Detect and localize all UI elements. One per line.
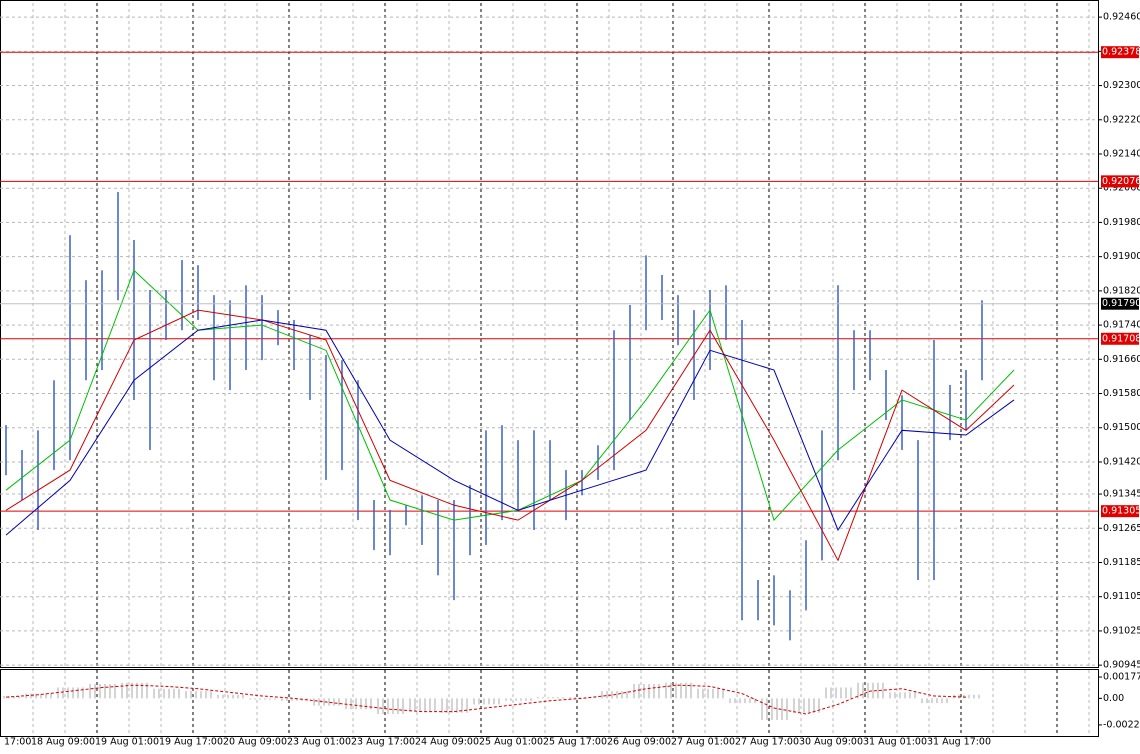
y-tick-label: 0.91580 <box>1103 388 1140 399</box>
y-tick-label: 0.92220 <box>1103 114 1140 125</box>
y-tick-label: -0.00221 <box>1103 719 1140 730</box>
moving-average <box>5 319 1015 536</box>
x-tick-label: 30 Aug 09:00 <box>799 737 863 748</box>
x-tick-label: 31 Aug 01:00 <box>863 737 927 748</box>
level-label: 0.91708 <box>1102 333 1140 344</box>
y-tick-label: 0.92460 <box>1103 12 1140 23</box>
level-label: 0.92378 <box>1102 47 1140 58</box>
y-tick-label: 0.91500 <box>1103 422 1140 433</box>
y-tick-label: 0.91740 <box>1103 320 1140 331</box>
moving-average <box>5 309 1015 562</box>
x-tick-label: 31 Aug 17:00 <box>927 737 991 748</box>
x-tick-label: 25 Aug 17:00 <box>543 737 607 748</box>
y-tick-label: 0.92060 <box>1103 183 1140 194</box>
moving-average <box>5 269 1015 522</box>
x-tick-label: 27 Aug 17:00 <box>735 737 799 748</box>
x-tick-label: 26 Aug 09:00 <box>607 737 671 748</box>
sub-panel-frame <box>0 669 1099 737</box>
y-tick-label: 0.91820 <box>1103 285 1140 296</box>
x-tick-label: 24 Aug 09:00 <box>415 737 479 748</box>
level-label-box <box>1101 505 1139 518</box>
y-tick-label: 0.91345 <box>1103 489 1140 500</box>
signal-line <box>5 684 967 715</box>
level-label-box <box>1101 175 1139 188</box>
y-tick-label: 0.001774 <box>1103 672 1140 683</box>
x-tick-label: 19 Aug 01:00 <box>95 737 159 748</box>
last-price-label: 0.91790 <box>1102 298 1140 309</box>
y-tick-label: 0.91660 <box>1103 354 1140 365</box>
x-tick-label: 20 Aug 09:00 <box>223 737 287 748</box>
x-tick-label: 23 Aug 17:00 <box>351 737 415 748</box>
y-tick-label: 0.91420 <box>1103 456 1140 467</box>
y-tick-label: 0.92300 <box>1103 80 1140 91</box>
x-tick-label: 17:00 <box>4 737 31 748</box>
y-tick-label: 0.91980 <box>1103 217 1140 228</box>
x-tick-label: 27 Aug 01:00 <box>671 737 735 748</box>
x-tick-label: 18 Aug 09:00 <box>31 737 95 748</box>
level-label-box <box>1101 332 1139 345</box>
level-label: 0.91305 <box>1102 506 1140 517</box>
y-tick-label: 0.91105 <box>1103 591 1140 602</box>
y-tick-label: 0.90945 <box>1103 660 1140 671</box>
y-tick-label: 0.91265 <box>1103 523 1140 534</box>
y-tick-label: 0.00 <box>1103 693 1124 704</box>
last-price-box <box>1101 297 1139 310</box>
x-tick-label: 19 Aug 17:00 <box>159 737 223 748</box>
x-tick-label: 23 Aug 01:00 <box>287 737 351 748</box>
level-label: 0.92076 <box>1102 176 1140 187</box>
y-tick-label: 0.92140 <box>1103 148 1140 159</box>
main-panel-frame <box>0 0 1099 668</box>
x-tick-label: 25 Aug 01:00 <box>479 737 543 748</box>
y-tick-label: 0.91025 <box>1103 625 1140 636</box>
y-tick-label: 0.91185 <box>1103 557 1140 568</box>
y-tick-label: 0.91900 <box>1103 251 1140 262</box>
level-label-box <box>1101 46 1139 59</box>
